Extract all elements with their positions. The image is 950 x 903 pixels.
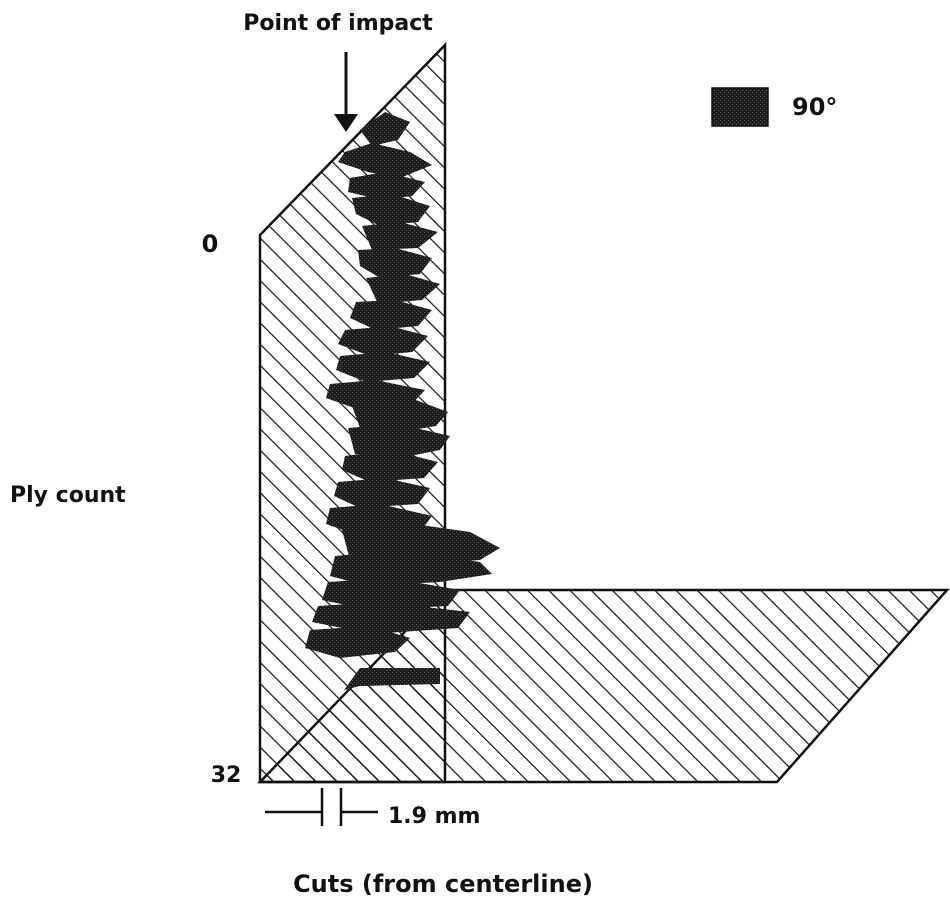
- y-tick-top: 0: [202, 230, 219, 258]
- cut-spacing-label: 1.9 mm: [388, 804, 480, 829]
- damage-region: [305, 112, 500, 690]
- cut-spacing-dimension: [265, 788, 378, 826]
- y-axis-label: Ply count: [10, 483, 126, 508]
- x-axis-label: Cuts (from centerline): [293, 870, 593, 898]
- impact-arrow-icon: [334, 52, 358, 132]
- y-tick-bottom: 32: [211, 763, 242, 788]
- legend-label: 90°: [792, 93, 837, 121]
- horizontal-cut-plane: [257, 588, 950, 784]
- point-of-impact-label: Point of impact: [243, 11, 433, 36]
- legend-swatch: [711, 87, 769, 127]
